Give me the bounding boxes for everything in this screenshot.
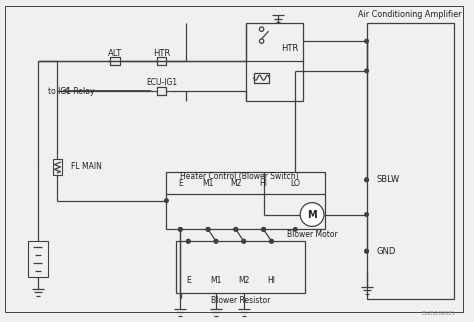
Circle shape	[270, 240, 273, 243]
Circle shape	[206, 228, 210, 231]
Bar	[366, 23, 454, 299]
Circle shape	[300, 203, 324, 226]
Text: FL MAIN: FL MAIN	[71, 162, 102, 171]
Circle shape	[234, 228, 237, 231]
Circle shape	[206, 228, 210, 231]
Text: HTR: HTR	[153, 49, 170, 58]
Circle shape	[262, 228, 265, 231]
Circle shape	[179, 228, 182, 231]
Text: Blower Resistor: Blower Resistor	[211, 296, 271, 305]
Text: ALT: ALT	[108, 49, 122, 58]
Circle shape	[365, 39, 368, 43]
Text: GND: GND	[376, 247, 396, 256]
Bar	[110, 57, 120, 65]
Text: HI: HI	[260, 179, 267, 188]
Circle shape	[270, 240, 273, 243]
Bar	[156, 87, 166, 95]
Circle shape	[365, 249, 368, 253]
Circle shape	[179, 228, 182, 231]
Circle shape	[365, 178, 368, 182]
Text: Air Conditioning Amplifier: Air Conditioning Amplifier	[358, 10, 462, 19]
Bar	[53, 159, 63, 175]
Circle shape	[293, 228, 297, 231]
Text: Blower Motor: Blower Motor	[287, 230, 337, 239]
Text: ECU-IG1: ECU-IG1	[146, 78, 177, 87]
Text: E: E	[186, 276, 191, 285]
Circle shape	[262, 228, 265, 231]
Circle shape	[186, 240, 190, 243]
Circle shape	[186, 240, 190, 243]
Circle shape	[214, 240, 218, 243]
Text: LO: LO	[290, 179, 300, 188]
Text: M2: M2	[230, 179, 241, 188]
Circle shape	[365, 213, 368, 216]
Text: Heater Control (Blower Switch): Heater Control (Blower Switch)	[181, 172, 299, 181]
Circle shape	[365, 178, 368, 182]
Text: M1: M1	[202, 179, 214, 188]
Bar	[156, 57, 166, 65]
Text: HI: HI	[267, 276, 275, 285]
Circle shape	[164, 199, 168, 203]
Text: HTR: HTR	[282, 43, 299, 52]
Circle shape	[242, 240, 246, 243]
Circle shape	[365, 249, 368, 253]
Text: E12N1020E1: E12N1020E1	[422, 311, 456, 316]
Text: SBLW: SBLW	[376, 175, 400, 184]
Text: E: E	[178, 179, 182, 188]
Text: M2: M2	[238, 276, 249, 285]
Bar	[246, 23, 303, 100]
Text: M1: M1	[210, 276, 222, 285]
Bar	[176, 241, 305, 293]
Text: to IG1 Relay: to IG1 Relay	[47, 87, 94, 96]
Circle shape	[365, 69, 368, 73]
Circle shape	[242, 240, 246, 243]
Bar	[28, 241, 47, 277]
Circle shape	[234, 228, 237, 231]
Bar	[254, 73, 270, 83]
Text: M: M	[307, 210, 317, 220]
Bar	[166, 172, 325, 229]
Circle shape	[214, 240, 218, 243]
